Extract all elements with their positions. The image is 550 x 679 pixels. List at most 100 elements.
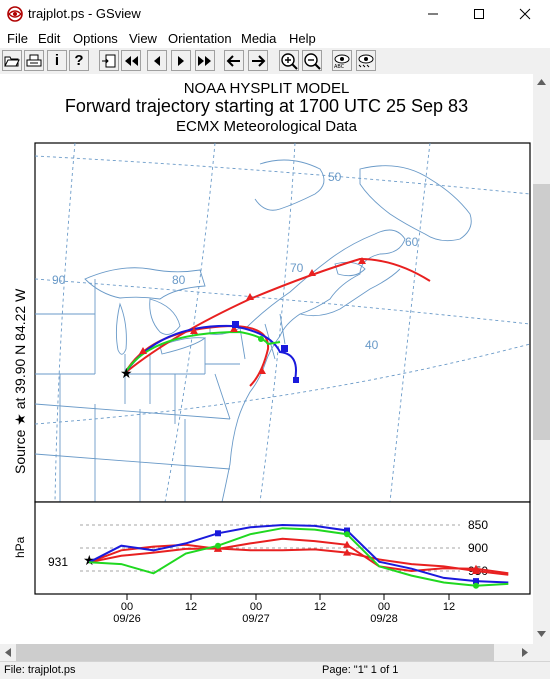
menu-view[interactable]: View — [129, 31, 157, 46]
help-icon: ? — [74, 52, 84, 69]
trajectory-markers: ★ — [120, 257, 366, 383]
toolbar: i ? ABC — [0, 48, 550, 75]
newfoundland — [359, 165, 472, 242]
print-button[interactable] — [24, 50, 44, 71]
zoom-in-icon — [281, 52, 298, 70]
pressure-marker-series-4-8 — [344, 531, 350, 538]
time-tick-1: 12 — [185, 601, 197, 613]
east-coast — [221, 229, 406, 503]
back-icon — [226, 54, 240, 67]
time-axis-ticks — [126, 594, 450, 600]
lon-label-60: 60 — [405, 235, 419, 249]
forward-button[interactable] — [248, 50, 268, 71]
pressure-marker-series-3-12 — [473, 578, 479, 585]
menu-orientation[interactable]: Orientation — [168, 31, 232, 46]
plot-heading: NOAA HYSPLIT MODEL — [183, 80, 350, 97]
hpa-axis-label: hPa — [13, 536, 27, 558]
previous-page-button[interactable] — [147, 50, 167, 71]
document-view[interactable]: NOAA HYSPLIT MODEL Forward trajectory st… — [0, 74, 533, 644]
print-icon — [26, 54, 42, 66]
lat-label-50: 50 — [328, 170, 342, 184]
date-label-0928: 09/28 — [370, 613, 398, 625]
next-page-icon — [178, 55, 184, 66]
help-button[interactable]: ? — [69, 50, 89, 71]
svg-text:ABC: ABC — [334, 64, 345, 69]
preview-button[interactable] — [356, 50, 376, 71]
trajectory-blue — [124, 324, 297, 381]
fullscreen-icon: ABC — [334, 54, 350, 69]
plot-subtitle: ECMX Meteorological Data — [176, 118, 357, 135]
scrollbar-corner — [533, 644, 550, 661]
graticule — [34, 142, 531, 503]
fullscreen-button[interactable]: ABC — [332, 50, 352, 71]
pressure-marker-series-1-8 — [343, 540, 351, 548]
labrador-coast — [254, 159, 325, 211]
status-bar: File: trajplot.ps Page: "1" 1 of 1 — [0, 661, 550, 679]
source-label: Source ★ at 39.90 N 84.22 W — [12, 288, 28, 474]
time-tick-3: 12 — [314, 601, 326, 613]
open-button[interactable] — [2, 50, 22, 71]
time-tick-0: 00 — [121, 601, 133, 613]
pressure-series — [88, 523, 509, 589]
pressure-marker-series-4-4 — [215, 542, 221, 549]
gsview-app-icon[interactable] — [6, 5, 24, 23]
pressure-line-series-3 — [88, 523, 509, 584]
info-button[interactable]: i — [47, 50, 67, 71]
plot-title: Forward trajectory starting at 1700 UTC … — [64, 96, 469, 116]
scroll-right-icon[interactable] — [522, 648, 528, 657]
time-tick-2: 00 — [250, 601, 262, 613]
pressure-marker-series-4-12 — [473, 582, 479, 589]
title-bar: trajplot.ps - GSview — [0, 0, 550, 28]
status-file: File: trajplot.ps — [4, 664, 76, 676]
scroll-left-icon[interactable] — [5, 648, 11, 657]
menu-options[interactable]: Options — [73, 31, 118, 46]
close-button[interactable] — [502, 0, 548, 28]
minimize-icon — [428, 13, 438, 15]
lon-label-80: 80 — [172, 273, 186, 287]
goto-page-button[interactable] — [99, 50, 119, 71]
zoom-out-icon — [304, 52, 321, 70]
menu-file[interactable]: File — [7, 31, 28, 46]
zoom-in-button[interactable] — [279, 50, 299, 71]
pressure-level-850: 850 — [468, 518, 488, 532]
menu-help[interactable]: Help — [289, 31, 316, 46]
goto-page-icon — [102, 54, 116, 67]
horizontal-scroll-thumb[interactable] — [16, 644, 494, 661]
pressure-line-series-2 — [88, 547, 509, 576]
last-page-button[interactable] — [195, 50, 215, 71]
lake-michigan — [115, 302, 127, 355]
source-star-map: ★ — [120, 366, 133, 382]
previous-page-icon — [154, 55, 160, 66]
menu-edit[interactable]: Edit — [38, 31, 61, 46]
lake-huron — [149, 298, 181, 335]
time-tick-4: 00 — [378, 601, 390, 613]
pressure-line-series-1 — [88, 537, 509, 575]
time-tick-5: 12 — [443, 601, 455, 613]
forward-icon — [252, 54, 266, 67]
pressure-level-900: 900 — [468, 541, 488, 555]
pressure-panel — [34, 501, 531, 595]
vertical-scroll-thumb[interactable] — [533, 184, 550, 440]
lake-superior — [84, 267, 206, 300]
source-star-pressure: ★ — [83, 553, 96, 569]
pressure-marker-series-3-8 — [344, 527, 350, 534]
pressure-marker-series-2-12 — [472, 567, 480, 574]
map-frame — [34, 142, 531, 503]
maximize-button[interactable] — [456, 0, 502, 28]
start-pressure: 931 — [48, 555, 68, 569]
date-label-0926: 09/26 — [113, 613, 141, 625]
nova-scotia-coast — [299, 268, 401, 317]
menu-bar: File Edit Options View Orientation Media… — [0, 28, 550, 48]
date-label-0927: 09/27 — [242, 613, 270, 625]
pressure-marker-series-2-8 — [343, 548, 351, 556]
next-page-button[interactable] — [171, 50, 191, 71]
pressure-marker-series-3-4 — [215, 530, 221, 537]
scroll-down-icon[interactable] — [537, 631, 546, 637]
scroll-up-icon[interactable] — [537, 79, 546, 85]
last-page-icon — [198, 55, 211, 66]
minimize-button[interactable] — [410, 0, 456, 28]
first-page-button[interactable] — [121, 50, 141, 71]
back-button[interactable] — [224, 50, 244, 71]
menu-media[interactable]: Media — [241, 31, 277, 46]
zoom-out-button[interactable] — [302, 50, 322, 71]
